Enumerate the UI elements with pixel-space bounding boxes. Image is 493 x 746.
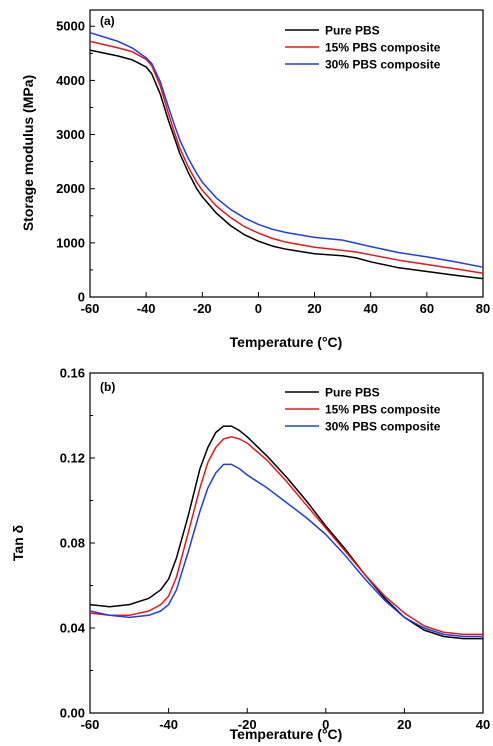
y-tick-label: 4000 bbox=[56, 73, 85, 88]
x-tick-label: 40 bbox=[476, 717, 490, 732]
x-tick-label: -20 bbox=[193, 301, 212, 316]
panel-label: (b) bbox=[100, 380, 115, 394]
x-tick-label: 40 bbox=[363, 301, 377, 316]
x-tick-label: 20 bbox=[397, 717, 411, 732]
y-axis-title: Tan δ bbox=[10, 525, 26, 561]
series-line-0 bbox=[89, 425, 483, 640]
legend-label: Pure PBS bbox=[325, 24, 380, 38]
series-line-2 bbox=[89, 463, 483, 638]
y-tick-label: 0.00 bbox=[60, 706, 85, 721]
panel-label: (a) bbox=[100, 14, 115, 28]
legend-label: 15% PBS composite bbox=[325, 41, 441, 55]
y-ticks: 0.00 0.04 0.08 0.12 0.16 bbox=[60, 366, 95, 721]
x-tick-label: -40 bbox=[137, 301, 156, 316]
y-tick-label: 1000 bbox=[56, 235, 85, 250]
x-tick-label: 0 bbox=[322, 717, 329, 732]
y-tick-label: 0 bbox=[78, 290, 85, 305]
x-ticks: -60 -40 -20 0 20 40 60 80 bbox=[81, 292, 490, 316]
x-axis-title: Temperature (°C) bbox=[230, 334, 343, 350]
legend: Pure PBS 15% PBS composite 30% PBS composi… bbox=[285, 24, 441, 72]
y-tick-label: 5000 bbox=[56, 19, 85, 34]
legend-label: 30% PBS composite bbox=[325, 420, 441, 434]
legend-label: 30% PBS composite bbox=[325, 58, 441, 72]
chart-storage-modulus: -60 -40 -20 0 20 40 60 80 0 1000 2000 3000 4000 5000… bbox=[20, 9, 490, 350]
y-tick-label: 0.08 bbox=[60, 536, 85, 551]
chart-tan-delta: -60 -40 -20 0 20 40 0.000.040.080.120.16 (b) … bbox=[10, 366, 490, 743]
y-tick-label: 2000 bbox=[56, 181, 85, 196]
x-tick-label: 60 bbox=[420, 301, 434, 316]
series-line-1 bbox=[89, 40, 484, 274]
x-tick-label: -40 bbox=[159, 717, 178, 732]
plot-frame bbox=[89, 9, 484, 298]
x-tick-label: 20 bbox=[307, 301, 321, 316]
x-ticks: -60 -40 -20 0 20 40 bbox=[81, 708, 490, 732]
y-tick-label: 0.04 bbox=[60, 621, 86, 636]
x-axis-title: Temperature (°C) bbox=[230, 726, 343, 742]
y-tick-label: 0.16 bbox=[60, 366, 85, 381]
series-line-1 bbox=[89, 436, 483, 636]
y-tick-label: 0.12 bbox=[60, 451, 85, 466]
y-ticks: 0 1000 2000 3000 4000 5000 bbox=[56, 19, 95, 305]
legend: Pure PBS 15% PBS composite 30% PBS composi… bbox=[285, 386, 441, 434]
x-tick-label: -60 bbox=[81, 717, 100, 732]
y-tick-label: 3000 bbox=[56, 127, 85, 142]
y-axis-title: Storage modulus (MPa) bbox=[20, 75, 36, 231]
series-lines bbox=[89, 31, 484, 280]
series-lines bbox=[89, 425, 483, 640]
x-tick-label: 0 bbox=[255, 301, 262, 316]
x-tick-label: -20 bbox=[238, 717, 257, 732]
x-tick-label: -60 bbox=[81, 301, 100, 316]
series-line-0 bbox=[89, 49, 484, 280]
x-tick-label: 80 bbox=[476, 301, 490, 316]
legend-label: Pure PBS bbox=[325, 386, 380, 400]
series-line-2 bbox=[89, 31, 484, 268]
legend-label: 15% PBS composite bbox=[325, 403, 441, 417]
